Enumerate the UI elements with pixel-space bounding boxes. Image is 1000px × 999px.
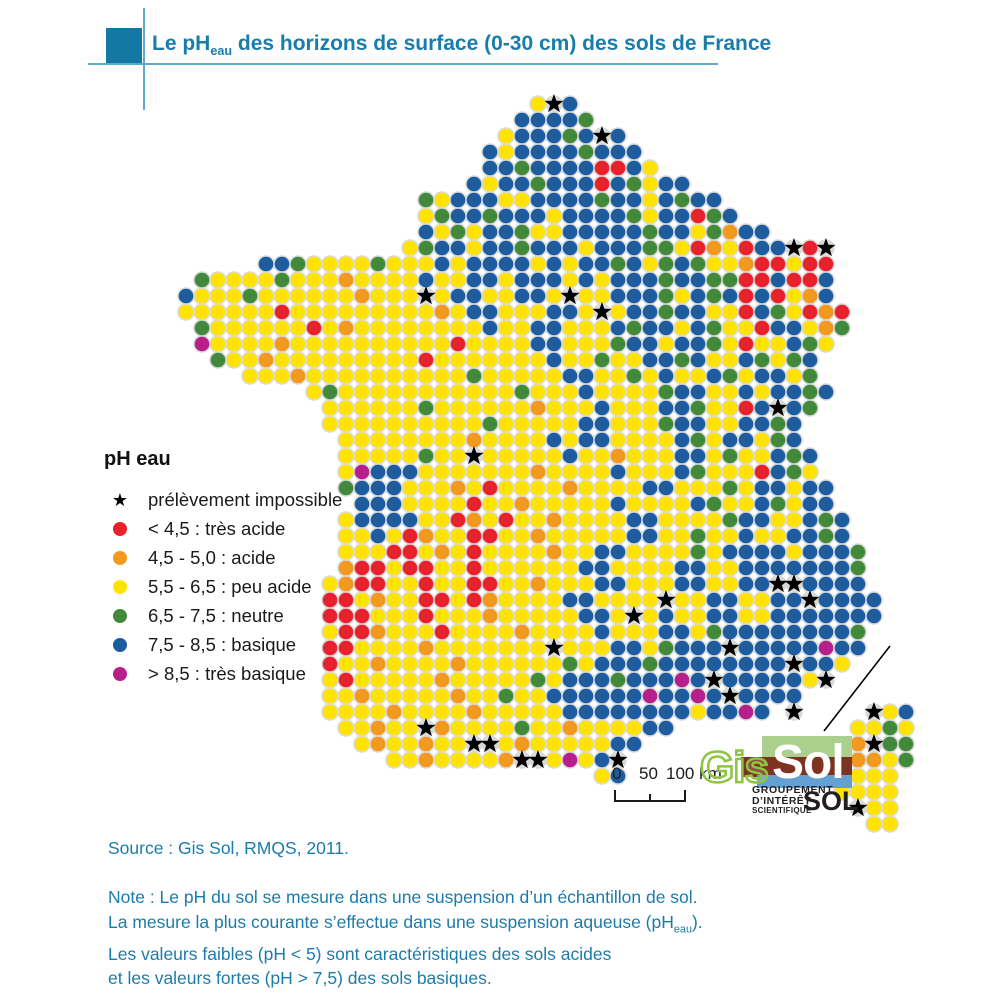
note-line-2: La mesure la plus courante s’effectue da… (108, 910, 703, 942)
note-line-2-subscript: eau (673, 923, 692, 935)
legend-item-6: > 8,5 : très basique (100, 659, 370, 688)
logo-blue-band (757, 775, 852, 788)
scale-bar: 0 50 100 km (606, 764, 756, 806)
logo-sol-black-text: SOL (803, 786, 859, 816)
legend-item-0: ★ prélèvement impossible (100, 485, 370, 514)
legend-item-label: 7,5 - 8,5 : basique (148, 633, 297, 655)
logo-scientifique-text: SCIENTIFIQUE (752, 806, 812, 815)
legend-item-label: < 4,5 : très acide (148, 517, 286, 539)
dot-icon (100, 579, 140, 594)
legend-item-label: 5,5 - 6,5 : peu acide (148, 575, 312, 597)
page-title-post: des horizons de surface (0-30 cm) des so… (232, 32, 772, 55)
scale-tick-100 (684, 790, 686, 802)
header-accent-square (106, 28, 142, 64)
scale-label-0: 0 (612, 764, 622, 783)
page-title: Le pHeau des horizons de surface (0-30 c… (152, 32, 771, 58)
note-line-4: et les valeurs fortes (pH > 7,5) des sol… (108, 968, 492, 988)
note-line-2-pre: La mesure la plus courante s’effectue da… (108, 911, 674, 932)
header-vertical-rule (143, 8, 145, 110)
header-horizontal-rule (88, 63, 718, 65)
legend-item-label: 4,5 - 5,0 : acide (148, 546, 276, 568)
page-title-pre: Le pH (152, 32, 211, 55)
map-legend: pH eau ★ prélèvement impossible < 4,5 : tr… (100, 448, 370, 688)
legend-item-5: 7,5 - 8,5 : basique (100, 630, 370, 659)
logo-sol-text: Sol (772, 736, 845, 789)
scale-label-50: 50 (639, 764, 658, 783)
dot-icon (100, 637, 140, 652)
legend-item-1: < 4,5 : très acide (100, 514, 370, 543)
legend-item-label: > 8,5 : très basique (148, 662, 306, 684)
note-line-2-post: ). (691, 911, 703, 932)
note-text: Note : Le pH du sol se mesure dans une s… (108, 885, 703, 991)
legend-item-3: 5,5 - 6,5 : peu acide (100, 572, 370, 601)
impossible-sample-stars-layer (416, 94, 884, 817)
dot-icon (100, 666, 140, 681)
logo-brown-band (741, 757, 852, 777)
note-line-3: Les valeurs faibles (pH < 5) sont caract… (108, 943, 612, 964)
legend-title: pH eau (104, 448, 171, 470)
star-icon: ★ (111, 489, 129, 510)
legend-item-2: 4,5 - 5,0 : acide (100, 543, 370, 572)
legend-item-label: 6,5 - 7,5 : neutre (148, 604, 284, 626)
logo-gis-text: Gis (699, 742, 770, 794)
scale-label-100km: 100 km (666, 764, 722, 783)
scale-bar-rule (614, 790, 686, 802)
legend-item-4: 6,5 - 7,5 : neutre (100, 601, 370, 630)
logo-groupement-text: GROUPEMENT (752, 784, 834, 796)
corsica-inset-divider-line (823, 645, 891, 732)
source-text: Source : Gis Sol, RMQS, 2011. (108, 838, 349, 858)
soil-ph-dots-layer (178, 96, 914, 832)
logo-interet-text: D’INTÉRÊT (752, 795, 812, 807)
dot-icon (100, 608, 140, 623)
page-title-subscript: eau (210, 44, 233, 59)
scale-tick-50 (649, 794, 651, 802)
legend-item-label: prélèvement impossible (148, 488, 343, 510)
scale-tick-0 (614, 790, 616, 802)
dot-icon (100, 550, 140, 565)
note-line-1: Note : Le pH du sol se mesure dans une s… (108, 887, 698, 907)
legend-items: ★ prélèvement impossible < 4,5 : très acid… (100, 485, 370, 688)
logo-green-band (762, 736, 852, 759)
dot-icon (100, 521, 140, 536)
